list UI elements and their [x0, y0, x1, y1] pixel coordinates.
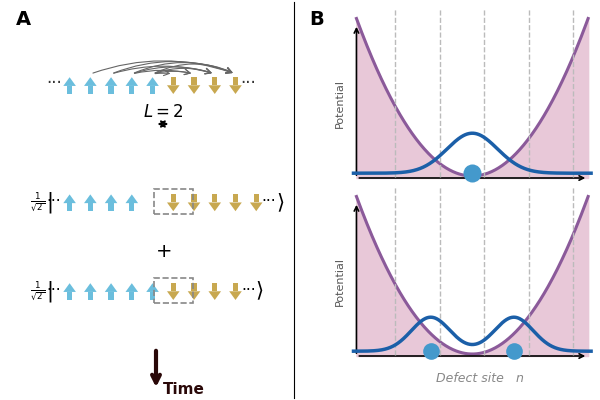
Polygon shape [64, 77, 76, 86]
Polygon shape [146, 77, 159, 86]
Bar [154, 278, 193, 303]
Text: A: A [16, 10, 31, 29]
Polygon shape [84, 283, 97, 292]
Polygon shape [208, 202, 221, 211]
Polygon shape [229, 202, 242, 211]
Polygon shape [88, 86, 93, 94]
Polygon shape [84, 77, 97, 86]
Polygon shape [105, 283, 118, 292]
Polygon shape [167, 291, 179, 300]
Polygon shape [150, 86, 155, 94]
Polygon shape [208, 85, 221, 94]
Polygon shape [125, 77, 138, 86]
Text: n: n [516, 372, 524, 384]
Polygon shape [191, 77, 197, 85]
Polygon shape [146, 283, 159, 292]
Polygon shape [67, 203, 72, 211]
Polygon shape [125, 194, 138, 203]
Text: $\frac{1}{\sqrt{2}}$: $\frac{1}{\sqrt{2}}$ [30, 280, 46, 303]
Polygon shape [250, 202, 263, 211]
Text: $\frac{1}{\sqrt{2}}$: $\frac{1}{\sqrt{2}}$ [30, 191, 46, 214]
Polygon shape [188, 85, 200, 94]
Text: ...: ... [241, 69, 256, 87]
Polygon shape [170, 194, 176, 202]
Text: ...: ... [262, 189, 277, 204]
Polygon shape [233, 77, 238, 85]
Text: Defect site: Defect site [436, 372, 508, 384]
Polygon shape [64, 194, 76, 203]
Polygon shape [188, 291, 200, 300]
Polygon shape [229, 85, 242, 94]
Text: $\rangle$: $\rangle$ [275, 191, 284, 214]
Text: ...: ... [241, 278, 256, 293]
Text: $|$: $|$ [46, 279, 52, 304]
Polygon shape [208, 291, 221, 300]
Polygon shape [129, 203, 134, 211]
Polygon shape [109, 292, 114, 300]
Polygon shape [105, 77, 118, 86]
Polygon shape [67, 292, 72, 300]
Bar [154, 189, 193, 214]
Text: $|$: $|$ [46, 190, 52, 215]
Polygon shape [254, 194, 259, 202]
Polygon shape [67, 86, 72, 94]
Polygon shape [167, 202, 179, 211]
Polygon shape [188, 202, 200, 211]
Polygon shape [233, 283, 238, 291]
Text: $L=2$: $L=2$ [143, 104, 183, 121]
Polygon shape [191, 283, 197, 291]
Polygon shape [233, 194, 238, 202]
Text: ...: ... [46, 189, 61, 204]
Polygon shape [129, 292, 134, 300]
Polygon shape [170, 77, 176, 85]
Text: ...: ... [46, 69, 62, 87]
Polygon shape [105, 194, 118, 203]
Polygon shape [88, 292, 93, 300]
Text: Potential: Potential [335, 256, 345, 306]
Polygon shape [84, 194, 97, 203]
Polygon shape [125, 283, 138, 292]
Polygon shape [109, 86, 114, 94]
Polygon shape [129, 86, 134, 94]
Text: Potential: Potential [335, 78, 345, 128]
Polygon shape [170, 283, 176, 291]
Polygon shape [150, 292, 155, 300]
Polygon shape [212, 194, 217, 202]
Text: $+$: $+$ [155, 242, 171, 261]
Polygon shape [109, 203, 114, 211]
Polygon shape [229, 291, 242, 300]
Polygon shape [212, 77, 217, 85]
Polygon shape [88, 203, 93, 211]
Polygon shape [64, 283, 76, 292]
Polygon shape [167, 85, 179, 94]
Text: Time: Time [163, 382, 205, 398]
Polygon shape [212, 283, 217, 291]
Text: ...: ... [46, 278, 61, 293]
Text: $\rangle$: $\rangle$ [255, 280, 263, 302]
Polygon shape [191, 194, 197, 202]
Text: B: B [309, 10, 323, 29]
